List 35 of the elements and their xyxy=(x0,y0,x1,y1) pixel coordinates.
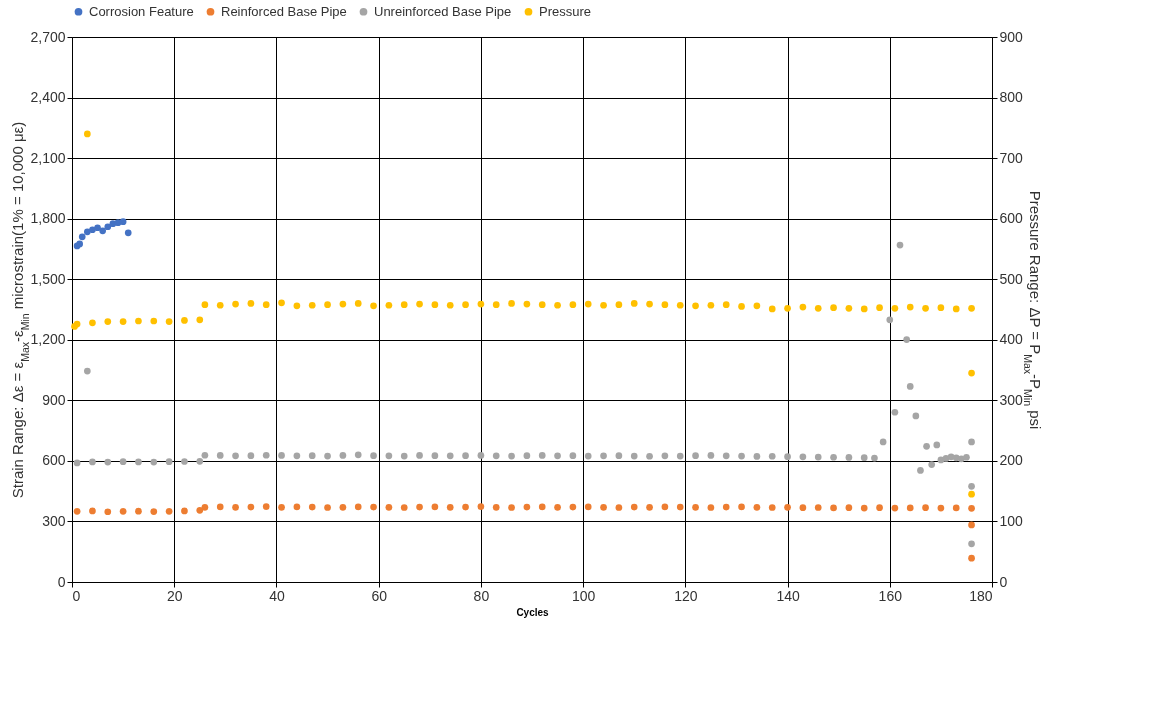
y-tick-label: 600 xyxy=(42,452,66,469)
y-tick-label: 1,800 xyxy=(30,210,66,227)
x-tick-label: 60 xyxy=(371,587,388,604)
legend-label: Corrosion Feature xyxy=(89,3,194,19)
y2-tick-label: 800 xyxy=(999,89,1024,106)
x-tick-label: 0 xyxy=(72,587,81,604)
y-tick-label: 2,400 xyxy=(30,89,66,106)
y-tick-label: 1,200 xyxy=(30,331,66,348)
x-tick-label: 120 xyxy=(674,587,698,604)
x-tick-label: 100 xyxy=(571,587,596,604)
x-tick-label: 180 xyxy=(969,587,993,604)
x-tick-label: 80 xyxy=(473,587,490,604)
y-tick-label: 2,700 xyxy=(30,28,66,45)
legend-label: Pressure xyxy=(539,3,592,19)
y-tick-label: 2,100 xyxy=(30,149,66,166)
y2-tick-label: 300 xyxy=(999,391,1024,408)
y-tick-label: 900 xyxy=(42,391,66,408)
legend-label: Unreinforced Base Pipe xyxy=(374,3,512,19)
y2-tick-label: 600 xyxy=(999,210,1024,227)
y2-tick-label: 400 xyxy=(999,331,1024,348)
x-axis-title: Cycles xyxy=(516,606,550,618)
y2-tick-label: 100 xyxy=(999,512,1024,529)
y2-tick-label: 500 xyxy=(999,270,1024,287)
y2-tick-label: 0 xyxy=(999,573,1008,590)
x-tick-label: 40 xyxy=(269,587,285,604)
legend-label: Reinforced Base Pipe xyxy=(221,3,347,19)
x-tick-label: 160 xyxy=(878,587,903,604)
x-tick-label: 20 xyxy=(166,587,183,604)
y-tick-label: 1,500 xyxy=(30,270,66,287)
y2-tick-label: 900 xyxy=(999,28,1024,45)
y-tick-label: 0 xyxy=(57,573,66,590)
y2-tick-label: 200 xyxy=(999,452,1024,469)
y2-tick-label: 700 xyxy=(999,149,1024,166)
x-tick-label: 140 xyxy=(776,587,800,604)
y-tick-label: 300 xyxy=(42,512,66,529)
